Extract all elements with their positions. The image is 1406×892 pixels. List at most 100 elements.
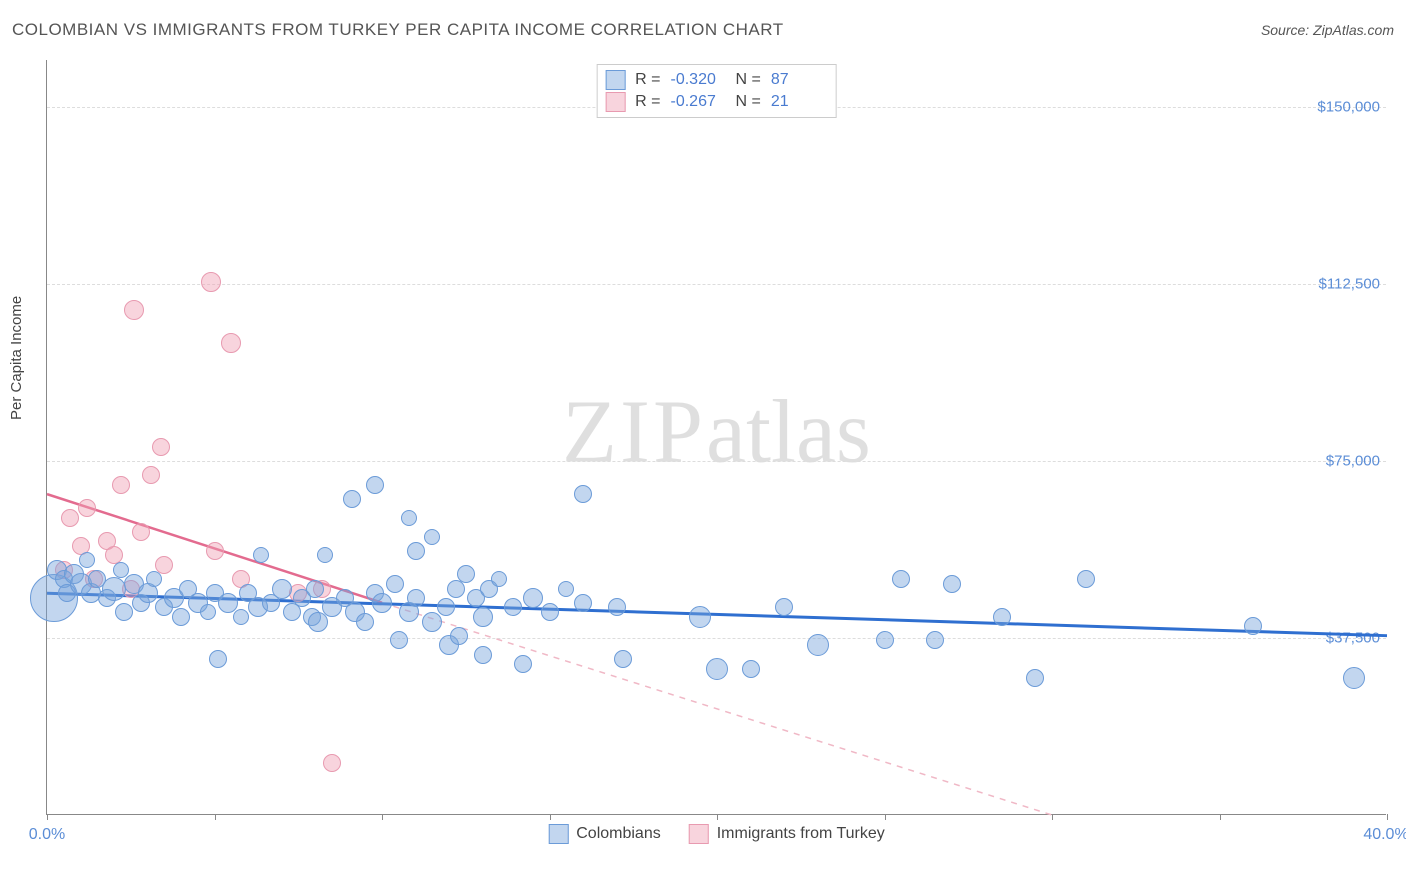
n-label: N = [736,71,761,89]
data-point [473,607,493,627]
r-label: R = [635,93,660,111]
legend-item-turkey: Immigrants from Turkey [689,824,885,844]
data-point [142,466,160,484]
data-point [78,499,96,517]
swatch-turkey [605,92,625,112]
data-point [272,579,292,599]
data-point [892,570,910,588]
x-start-label: 0.0% [29,826,65,844]
data-point [124,300,144,320]
gridline [47,638,1386,639]
data-point [491,571,507,587]
x-tick [382,814,383,820]
stats-row-turkey: R = -0.267 N = 21 [605,91,826,113]
legend-item-colombians: Colombians [548,824,660,844]
swatch-colombians [605,70,625,90]
data-point [152,438,170,456]
data-point [115,603,133,621]
data-point [608,598,626,616]
watermark-zip: ZIP [562,382,706,481]
data-point [1026,669,1044,687]
data-point [558,581,574,597]
data-point [200,604,216,620]
data-point [407,589,425,607]
x-tick [1387,814,1388,820]
y-tick-label: $150,000 [1317,99,1380,116]
data-point [172,608,190,626]
data-point [218,593,238,613]
data-point [407,542,425,560]
legend-label-turkey: Immigrants from Turkey [717,825,885,843]
data-point [706,658,728,680]
r-value-turkey: -0.267 [671,93,726,111]
data-point [1343,667,1365,689]
gridline [47,284,1386,285]
series-legend: Colombians Immigrants from Turkey [548,824,885,844]
gridline [47,461,1386,462]
data-point [221,333,241,353]
x-tick [47,814,48,820]
swatch-turkey [689,824,709,844]
data-point [614,650,632,668]
data-point [146,571,162,587]
r-value-colombians: -0.320 [671,71,726,89]
stats-row-colombians: R = -0.320 N = 87 [605,69,826,91]
data-point [317,547,333,563]
data-point [504,598,522,616]
x-tick [885,814,886,820]
x-tick [1052,814,1053,820]
n-value-colombians: 87 [771,71,826,89]
r-label: R = [635,71,660,89]
watermark-atlas: atlas [706,382,871,481]
data-point [523,588,543,608]
data-point [424,529,440,545]
data-point [132,523,150,541]
data-point [541,603,559,621]
watermark: ZIPatlas [562,380,871,483]
data-point [457,565,475,583]
source-label: Source: [1261,22,1313,38]
data-point [1077,570,1095,588]
trend-lines [47,60,1386,814]
data-point [356,613,374,631]
data-point [993,608,1011,626]
data-point [574,594,592,612]
x-end-label: 40.0% [1363,826,1406,844]
y-axis-label: Per Capita Income [8,296,25,420]
data-point [514,655,532,673]
data-point [742,660,760,678]
data-point [386,575,404,593]
data-point [1244,617,1262,635]
plot-area: ZIPatlas $37,500$75,000$112,500$150,000 … [46,60,1386,815]
y-tick-label: $37,500 [1326,630,1380,647]
x-tick [717,814,718,820]
x-tick [550,814,551,820]
data-point [201,272,221,292]
data-point [807,634,829,656]
legend-label-colombians: Colombians [576,825,660,843]
stats-legend: R = -0.320 N = 87 R = -0.267 N = 21 [596,64,837,118]
data-point [437,598,455,616]
data-point [574,485,592,503]
data-point [943,575,961,593]
data-point [876,631,894,649]
source-text: Source: ZipAtlas.com [1261,22,1394,38]
data-point [372,593,392,613]
y-tick-label: $112,500 [1319,276,1380,293]
swatch-colombians [548,824,568,844]
data-point [401,510,417,526]
y-tick-label: $75,000 [1326,453,1380,470]
data-point [323,754,341,772]
data-point [306,580,324,598]
data-point [61,509,79,527]
n-value-turkey: 21 [771,93,826,111]
x-tick [215,814,216,820]
source-name: ZipAtlas.com [1313,22,1394,38]
data-point [474,646,492,664]
data-point [689,606,711,628]
data-point [102,577,126,601]
data-point [112,476,130,494]
n-label: N = [736,93,761,111]
data-point [233,609,249,625]
data-point [79,552,95,568]
